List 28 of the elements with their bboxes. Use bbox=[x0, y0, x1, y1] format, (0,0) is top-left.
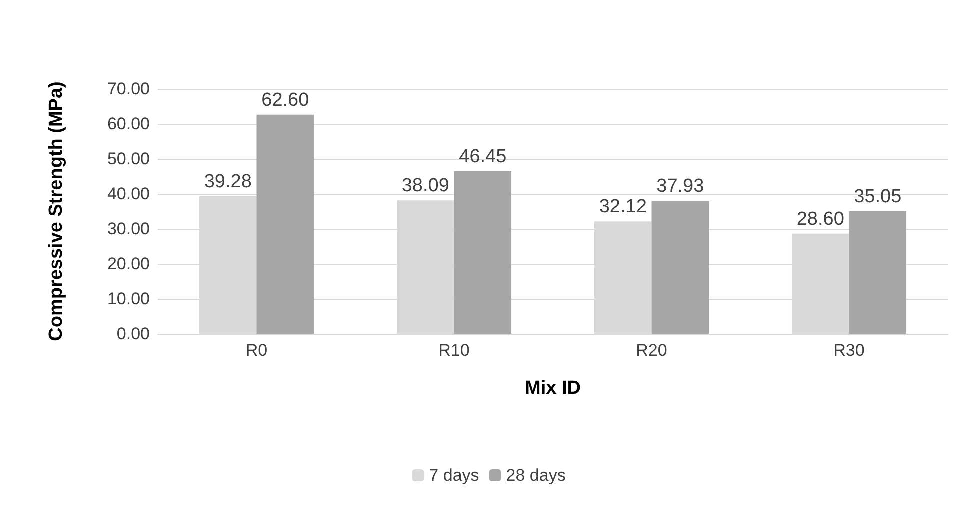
y-tick-label: 0.00 bbox=[116, 324, 150, 344]
y-tick-label: 60.00 bbox=[107, 114, 150, 134]
x-axis-title: Mix ID bbox=[525, 378, 581, 399]
data-label: 62.60 bbox=[262, 90, 310, 111]
y-tick-label: 50.00 bbox=[107, 150, 150, 168]
legend-label: 28 days bbox=[506, 466, 566, 485]
y-tick-label: 10.00 bbox=[107, 290, 150, 308]
x-tick-label: R0 bbox=[246, 341, 268, 360]
data-label: 46.45 bbox=[459, 146, 507, 168]
y-axis-title: Compressive Strength (MPa) bbox=[46, 82, 67, 342]
data-label: 32.12 bbox=[599, 196, 647, 218]
bar bbox=[652, 201, 710, 334]
x-tick-label: R30 bbox=[834, 341, 865, 360]
bar bbox=[849, 211, 907, 334]
bar bbox=[454, 171, 512, 334]
data-label: 35.05 bbox=[854, 186, 902, 208]
legend-label: 7 days bbox=[429, 466, 480, 485]
data-label: 38.09 bbox=[402, 176, 450, 197]
x-tick-label: R10 bbox=[438, 341, 470, 360]
y-tick-label: 70.00 bbox=[107, 80, 150, 98]
bar bbox=[256, 114, 314, 334]
y-tick-label: 40.00 bbox=[107, 184, 150, 204]
y-tick-label: 20.00 bbox=[107, 254, 150, 274]
x-tick-label: R20 bbox=[636, 341, 668, 360]
data-label: 39.28 bbox=[204, 172, 252, 193]
data-label: 28.60 bbox=[796, 208, 844, 230]
data-label: 37.93 bbox=[656, 176, 704, 198]
y-tick-label: 30.00 bbox=[107, 220, 150, 238]
